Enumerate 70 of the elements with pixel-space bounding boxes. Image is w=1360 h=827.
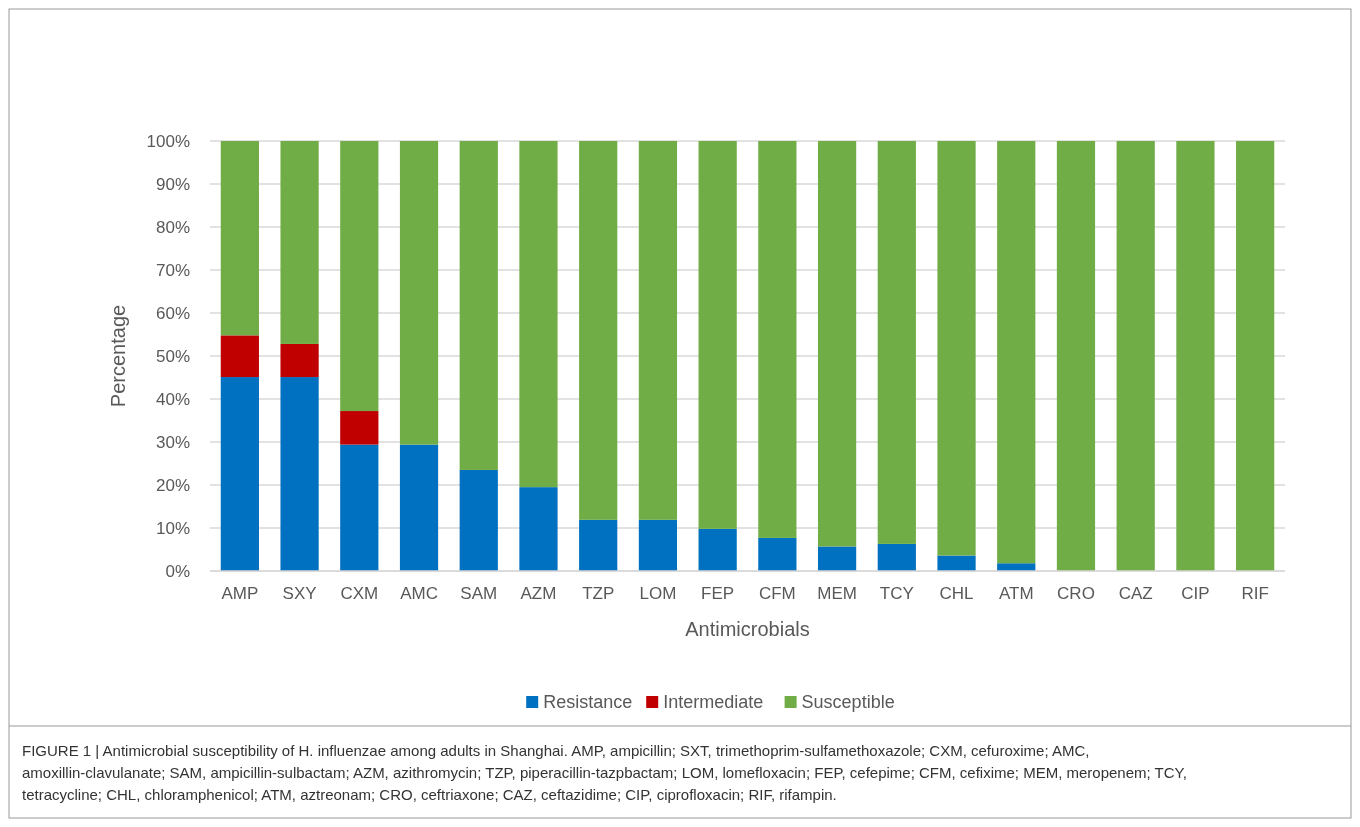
- y-tick-label: 60%: [155, 303, 190, 323]
- bar: [459, 469, 498, 571]
- x-tick-label: CRO: [1057, 584, 1095, 603]
- y-tick-label: 10%: [155, 518, 190, 538]
- x-tick-label: CFM: [758, 584, 796, 603]
- x-tick-label: SAM: [460, 584, 498, 603]
- bar: [997, 563, 1036, 571]
- bar: [817, 141, 857, 547]
- x-tick-label: TCY: [879, 584, 914, 603]
- x-tick-label: CIP: [1181, 584, 1210, 603]
- bar: [997, 141, 1036, 564]
- bar: [758, 141, 797, 538]
- legend-label: Intermediate: [663, 692, 764, 713]
- x-tick-label: CHL: [939, 584, 974, 603]
- bar: [340, 411, 379, 445]
- x-tick-label: AMP: [221, 584, 259, 603]
- y-axis-title: Percentage: [107, 304, 129, 408]
- x-tick-label: TZP: [582, 584, 615, 603]
- x-tick-label: AMC: [400, 584, 438, 603]
- bar: [519, 141, 558, 488]
- y-tick-label: 90%: [155, 174, 190, 194]
- bar: [817, 546, 857, 571]
- bar: [280, 377, 319, 571]
- bar: [638, 141, 678, 520]
- bar: [758, 537, 797, 571]
- x-tick-label: CAZ: [1118, 584, 1153, 603]
- legend-label: Resistance: [543, 692, 633, 713]
- bar: [459, 141, 498, 470]
- bar: [399, 444, 439, 571]
- x-tick-label: MEM: [817, 584, 857, 603]
- bar: [519, 487, 558, 571]
- x-tick-label: CXM: [340, 584, 379, 603]
- x-tick-label: ATM: [998, 584, 1034, 603]
- y-tick-label: 0%: [165, 561, 190, 581]
- bar: [579, 141, 618, 520]
- bar: [937, 555, 976, 571]
- y-tick-label: 100%: [146, 131, 190, 151]
- bar: [698, 528, 737, 571]
- bar: [220, 377, 259, 571]
- bar: [877, 141, 916, 544]
- x-tick-label: FEP: [701, 584, 735, 603]
- bar: [1236, 141, 1275, 571]
- x-axis-title: Antimicrobials: [685, 618, 810, 640]
- bar: [1176, 141, 1215, 571]
- caption: FIGURE 1 | Antimicrobial susceptibility of H. influenzae among adults in Shanghai. AMP, ampicillin; SXT, trimethoprim-sulfamethoxazole; CXM, cefuroxime; AMC, amoxillin-clavulanate; SAM, ampicillin-sulbactam; AZM, azithromycin; TZP, piperacillin-tazpbactam; LOM, lomefloxacin; FEP, cefepime; CFM, cefixime; MEM, meropenem; TCY, tetracycline; CHL, chloramphenicol; ATM, aztreonam; CRO, ceftriaxone; CAZ, ceftazidime; CIP, ciprofloxacin; RIF, rifampin.: [22, 742, 1187, 803]
- x-tick-label: RIF: [1241, 584, 1269, 603]
- bar: [340, 444, 379, 571]
- x-tick-label: AZM: [520, 584, 557, 603]
- y-tick-label: 70%: [155, 260, 190, 280]
- bar: [1056, 141, 1096, 571]
- bar: [698, 141, 737, 529]
- bar: [280, 141, 319, 344]
- y-tick-label: 80%: [155, 217, 190, 237]
- bar: [220, 335, 259, 378]
- bar: [579, 519, 618, 571]
- bar: [280, 343, 319, 378]
- bar: [937, 141, 976, 556]
- bar: [1116, 141, 1155, 571]
- y-tick-label: 20%: [155, 475, 190, 495]
- bar: [877, 543, 916, 571]
- y-tick-label: 50%: [155, 346, 190, 366]
- bar: [638, 519, 678, 571]
- bar: [399, 141, 439, 445]
- x-tick-label: LOM: [639, 584, 677, 603]
- bar: [340, 141, 379, 412]
- y-tick-label: 30%: [155, 432, 190, 452]
- x-tick-label: SXY: [282, 584, 317, 603]
- legend-label: Susceptible: [801, 692, 895, 713]
- y-tick-label: 40%: [155, 389, 190, 409]
- bar: [220, 141, 259, 336]
